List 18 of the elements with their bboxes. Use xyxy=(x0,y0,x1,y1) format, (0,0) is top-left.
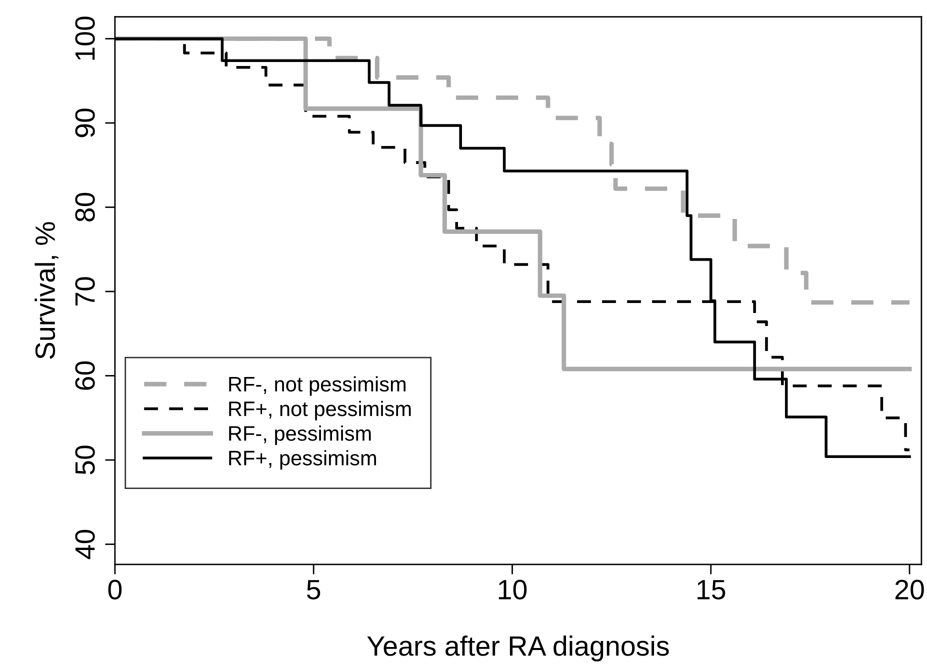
legend-label: RF+, not pessimism xyxy=(229,400,411,420)
y-tick-label: 80 xyxy=(75,192,95,222)
x-tick-label: 15 xyxy=(698,580,726,600)
y-tick-label: 90 xyxy=(75,108,95,138)
x-tick-label: 5 xyxy=(306,580,320,600)
y-tick-label: 40 xyxy=(75,530,95,560)
x-tick-label: 10 xyxy=(498,580,527,600)
y-tick-label: 70 xyxy=(75,277,95,306)
legend-label: RF-, pessimism xyxy=(229,426,371,445)
y-tick-label: 60 xyxy=(75,361,95,390)
x-tick-label: 0 xyxy=(108,580,122,600)
y-axis-title: Survival, % xyxy=(34,222,58,359)
x-axis-title: Years after RA diagnosis xyxy=(367,636,669,662)
y-tick-label: 100 xyxy=(75,16,95,60)
legend-label: RF+, pessimism xyxy=(229,450,376,470)
y-tick-label: 50 xyxy=(75,446,95,474)
legend-label: RF-, not pessimism xyxy=(229,376,406,396)
x-tick-label: 20 xyxy=(895,580,924,600)
